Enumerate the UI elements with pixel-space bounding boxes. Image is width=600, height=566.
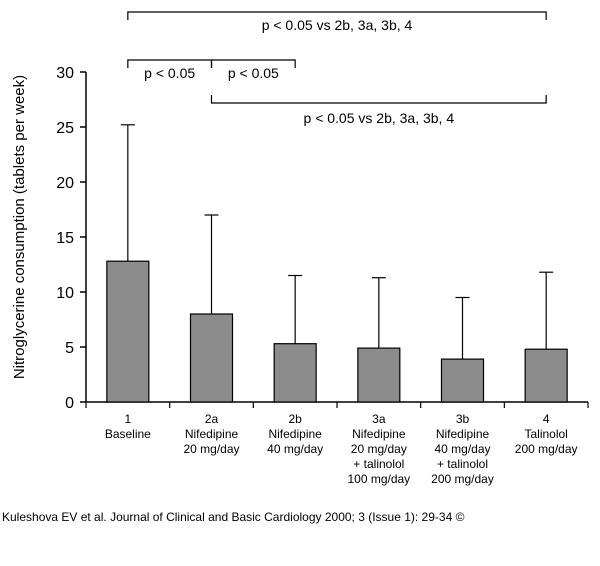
y-tick-label: 0 [65, 395, 74, 412]
significance-label: p < 0.05 vs 2b, 3a, 3b, 4 [304, 110, 455, 126]
bar [357, 347, 401, 403]
x-tick-label: Baseline [105, 427, 151, 441]
significance-label: p < 0.05 [228, 65, 279, 81]
citation: Kuleshova EV et al. Journal of Clinical … [2, 510, 465, 524]
x-tick-label: + talinolol [353, 457, 404, 471]
x-tick-label: 20 mg/day [351, 442, 407, 456]
y-tick-label: 15 [56, 230, 74, 247]
significance-bracket [210, 59, 296, 68]
x-tick-label: 2b [288, 412, 302, 426]
x-tick-label: Talinolol [524, 427, 567, 441]
significance-label: p < 0.05 vs 2b, 3a, 3b, 4 [262, 17, 413, 33]
y-axis-label: Nitroglycerine consumption (tablets per … [11, 75, 28, 379]
x-tick-label: Nifedipine [352, 427, 406, 441]
bar [273, 343, 317, 403]
bar [189, 313, 234, 403]
x-tick-label: 3a [372, 412, 386, 426]
y-tick-label: 10 [56, 285, 74, 302]
x-tick-label: 40 mg/day [434, 442, 490, 456]
y-tick-label: 5 [65, 340, 74, 357]
x-tick-label: 1 [124, 412, 131, 426]
bar [440, 358, 485, 403]
y-tick-label: 20 [56, 175, 74, 192]
x-tick-label: 40 mg/day [267, 442, 323, 456]
x-tick-label: 3b [456, 412, 470, 426]
x-tick-label: + talinolol [437, 457, 488, 471]
y-tick-label: 30 [56, 65, 74, 82]
x-tick-label: Nifedipine [268, 427, 322, 441]
bar [524, 348, 568, 403]
x-tick-label: 200 mg/day [515, 442, 578, 456]
significance-label: p < 0.05 [144, 65, 195, 81]
x-tick-label: 100 mg/day [347, 472, 410, 486]
significance-bracket [127, 11, 547, 20]
y-tick-label: 25 [56, 120, 74, 137]
x-tick-label: Nifedipine [185, 427, 239, 441]
bar-chart: 0 5 10 15 20 25 30 Nitroglycerine consumption (… [11, 11, 589, 486]
x-tick-label: 20 mg/day [183, 442, 239, 456]
significance-bracket [210, 95, 547, 104]
x-tick-label: 200 mg/day [431, 472, 494, 486]
bar [106, 260, 150, 403]
x-tick-label: Nifedipine [436, 427, 490, 441]
x-tick-label: 2a [205, 412, 219, 426]
x-tick-label: 4 [543, 412, 550, 426]
